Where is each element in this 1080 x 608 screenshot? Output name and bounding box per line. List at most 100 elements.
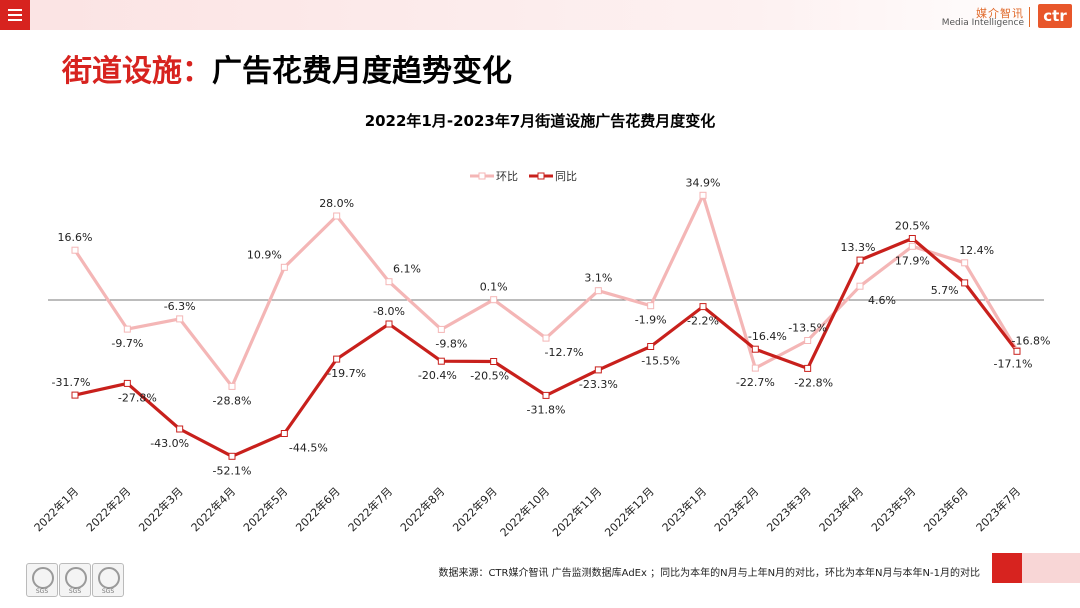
data-point <box>176 425 184 433</box>
data-point <box>228 452 236 460</box>
data-point <box>856 282 864 290</box>
cert-label: SGS <box>101 588 115 595</box>
top-bar <box>0 0 1080 30</box>
legend-item-0: 环比 <box>470 170 518 183</box>
data-label: 34.9% <box>686 176 721 189</box>
logo-cn-text: 媒介智讯 <box>976 7 1024 20</box>
data-label: -23.3% <box>579 378 618 391</box>
x-tick-label: 2022年2月 <box>83 484 133 534</box>
data-point <box>71 246 79 254</box>
cert-label: SGS <box>68 588 82 595</box>
data-point <box>490 358 498 365</box>
data-point <box>333 212 341 220</box>
data-point <box>647 343 655 350</box>
x-tick-label: 2022年12月 <box>602 484 657 539</box>
data-label: 4.6% <box>868 294 896 307</box>
sgs-cert-icon: SGS <box>26 563 58 597</box>
data-label: -52.1% <box>213 464 252 477</box>
data-point <box>856 256 864 264</box>
footer-accent-pink <box>1022 553 1080 583</box>
data-label: -8.0% <box>373 305 405 318</box>
data-label: 0.1% <box>480 281 508 294</box>
data-point <box>699 191 707 199</box>
data-source-note: 数据来源：CTR媒介智讯 广告监测数据库AdEx ；同比为本年的N月与上年N月的… <box>438 568 980 579</box>
data-point <box>437 357 445 365</box>
data-label: 16.6% <box>58 231 93 244</box>
data-label: -19.7% <box>327 367 366 380</box>
data-label: -12.7% <box>545 346 584 359</box>
x-tick-label: 2022年7月 <box>345 484 395 534</box>
data-point <box>961 259 969 267</box>
certification-badges: SGS SGS SGS <box>26 563 124 597</box>
data-point <box>71 391 79 399</box>
data-label: 28.0% <box>319 197 354 210</box>
data-point <box>437 325 445 333</box>
x-tick-label: 2023年1月 <box>659 484 709 534</box>
sgs-cert-icon: SGS <box>59 563 91 597</box>
data-label: -13.5% <box>788 322 827 335</box>
data-label: -27.8% <box>118 391 157 404</box>
page-title-accent: 街道设施： <box>62 54 212 89</box>
data-point <box>385 278 393 286</box>
data-point <box>908 242 916 250</box>
chart-title: 2022年1月-2023年7月街道设施广告花费月度变化 <box>364 112 716 130</box>
data-label: -20.4% <box>418 369 457 382</box>
data-label: 12.4% <box>959 244 994 257</box>
data-point <box>542 334 550 342</box>
data-point <box>280 263 288 271</box>
data-label: -15.5% <box>641 355 680 368</box>
ctr-logo: 媒介智讯 Media Intelligence ctr <box>932 3 1072 29</box>
x-tick-label: 2023年5月 <box>868 484 918 534</box>
data-label: 17.9% <box>895 254 930 267</box>
data-label: -43.0% <box>150 437 189 450</box>
data-point <box>333 355 341 363</box>
data-label: -9.7% <box>111 337 143 350</box>
data-point <box>751 345 759 353</box>
data-label: -6.3% <box>164 300 196 313</box>
data-label: -16.8% <box>1012 334 1051 347</box>
legend-marker <box>537 172 545 180</box>
data-point <box>280 430 288 437</box>
logo-mark: ctr <box>1038 4 1072 28</box>
x-tick-label: 2022年3月 <box>136 484 186 534</box>
legend-label: 同比 <box>555 170 577 183</box>
data-point <box>699 303 707 311</box>
data-label: -31.8% <box>527 403 566 416</box>
data-point <box>908 235 916 242</box>
x-tick-label: 2022年11月 <box>549 484 604 539</box>
line-chart: 环比 同比 16.6% -9.7% -6.3% -28.8% 10.9% 28.0% 6.1% -… <box>31 170 1051 539</box>
x-tick-label: 2022年4月 <box>188 484 238 534</box>
x-tick-label: 2022年10月 <box>497 484 552 539</box>
data-label: 10.9% <box>247 248 282 261</box>
data-label: -31.7% <box>52 376 91 389</box>
data-point <box>1013 347 1021 355</box>
data-point <box>123 325 131 333</box>
data-point <box>961 279 969 287</box>
data-point <box>594 366 602 374</box>
data-label: -44.5% <box>289 442 328 455</box>
data-point <box>542 391 550 399</box>
footer-accent-red <box>992 553 1022 583</box>
x-tick-label: 2022年6月 <box>293 484 343 534</box>
legend-marker <box>478 172 486 180</box>
data-point <box>804 364 812 372</box>
data-label: -17.1% <box>994 357 1033 370</box>
sgs-cert-icon: SGS <box>92 563 124 597</box>
data-label: -2.2% <box>687 315 719 328</box>
x-tick-label: 2022年1月 <box>31 484 81 534</box>
cert-label: SGS <box>35 588 49 595</box>
legend-item-1: 同比 <box>529 170 577 183</box>
page-title: 街道设施：广告花费月度趋势变化 <box>62 46 512 90</box>
data-point <box>751 364 759 372</box>
x-tick-label: 2023年2月 <box>711 484 761 534</box>
data-label: -22.8% <box>794 376 833 389</box>
data-label: -9.8% <box>435 337 467 350</box>
data-point <box>647 302 655 310</box>
x-tick-label: 2022年9月 <box>450 484 500 534</box>
data-point <box>804 337 812 344</box>
logo-separator <box>1029 7 1030 27</box>
legend-label: 环比 <box>496 170 518 183</box>
x-tick-label: 2022年8月 <box>397 484 447 534</box>
hamburger-icon[interactable] <box>0 0 30 30</box>
x-tick-label: 2023年4月 <box>816 484 866 534</box>
